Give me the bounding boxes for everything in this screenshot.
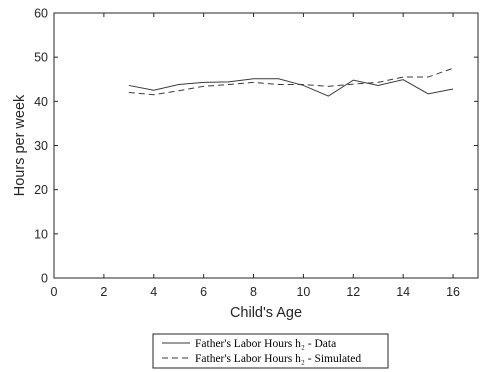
x-tick-label: 4 bbox=[150, 285, 157, 299]
x-tick-label: 14 bbox=[396, 285, 410, 299]
y-tick-label: 60 bbox=[34, 7, 48, 21]
legend-box bbox=[152, 333, 389, 369]
x-tick-label: 2 bbox=[100, 285, 107, 299]
x-axis: 0 2 4 6 8 10 12 14 16 bbox=[51, 13, 460, 299]
plot-area bbox=[53, 12, 479, 279]
y-tick-label: 40 bbox=[34, 95, 48, 109]
y-tick-label: 20 bbox=[34, 183, 48, 197]
x-tick-label: 0 bbox=[51, 285, 58, 299]
x-axis-title: Child's Age bbox=[230, 305, 302, 321]
y-axis: 0 10 20 30 40 50 60 bbox=[34, 7, 478, 286]
legend-label-simulated: Father's Labor Hours h₂ - Simulated bbox=[195, 353, 361, 365]
y-axis-title: Hours per week bbox=[12, 94, 28, 196]
series-line-data bbox=[128, 78, 454, 97]
x-tick-label: 12 bbox=[346, 285, 360, 299]
x-tick-label: 10 bbox=[296, 285, 310, 299]
legend: Father's Labor Hours h₂ - Data Father's … bbox=[152, 333, 389, 369]
series-line-simulated bbox=[128, 67, 454, 96]
y-tick-label: 50 bbox=[34, 51, 48, 65]
series-layer bbox=[128, 67, 454, 97]
y-tick-label: 10 bbox=[34, 227, 48, 241]
legend-label-data: Father's Labor Hours h₂ - Data bbox=[195, 338, 336, 350]
y-tick-label: 30 bbox=[34, 139, 48, 153]
x-tick-label: 6 bbox=[200, 285, 207, 299]
x-tick-label: 8 bbox=[250, 285, 257, 299]
y-tick-label: 0 bbox=[41, 272, 48, 286]
x-tick-label: 16 bbox=[446, 285, 460, 299]
